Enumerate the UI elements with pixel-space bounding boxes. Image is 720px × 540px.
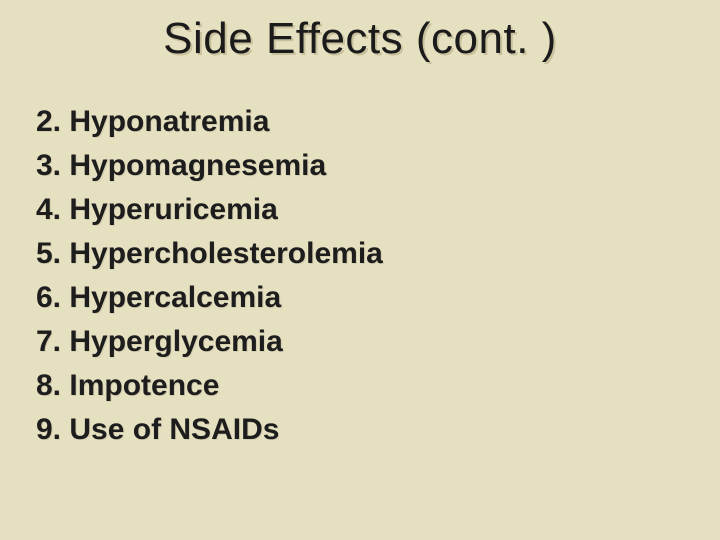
list-item-number: 8. xyxy=(36,369,61,402)
list-item-text: Hypercholesterolemia xyxy=(69,237,382,270)
list-item-number: 5. xyxy=(36,237,61,270)
list-item-text: Hypercalcemia xyxy=(69,281,281,314)
side-effects-list: 2. Hyponatremia 3. Hypomagnesemia 4. Hyp… xyxy=(36,100,383,452)
list-item-number: 6. xyxy=(36,281,61,314)
list-item-number: 4. xyxy=(36,193,61,226)
list-item: 5. Hypercholesterolemia xyxy=(36,232,383,276)
list-item-number: 7. xyxy=(36,325,61,358)
list-item-number: 9. xyxy=(36,413,61,446)
slide: Side Effects (cont. ) 2. Hyponatremia 3.… xyxy=(0,0,720,540)
list-item-number: 3. xyxy=(36,149,61,182)
list-item-text: Use of NSAIDs xyxy=(69,413,279,446)
list-item: 8. Impotence xyxy=(36,364,383,408)
list-item-text: Hyponatremia xyxy=(69,105,269,138)
list-item: 9. Use of NSAIDs xyxy=(36,408,383,452)
list-item: 6. Hypercalcemia xyxy=(36,276,383,320)
list-item-text: Hyperglycemia xyxy=(69,325,282,358)
slide-title: Side Effects (cont. ) xyxy=(0,0,720,64)
list-item-text: Hyperuricemia xyxy=(69,193,277,226)
list-item: 4. Hyperuricemia xyxy=(36,188,383,232)
list-item-number: 2. xyxy=(36,105,61,138)
list-item: 7. Hyperglycemia xyxy=(36,320,383,364)
list-item: 2. Hyponatremia xyxy=(36,100,383,144)
list-item: 3. Hypomagnesemia xyxy=(36,144,383,188)
list-item-text: Hypomagnesemia xyxy=(69,149,326,182)
list-item-text: Impotence xyxy=(69,369,219,402)
